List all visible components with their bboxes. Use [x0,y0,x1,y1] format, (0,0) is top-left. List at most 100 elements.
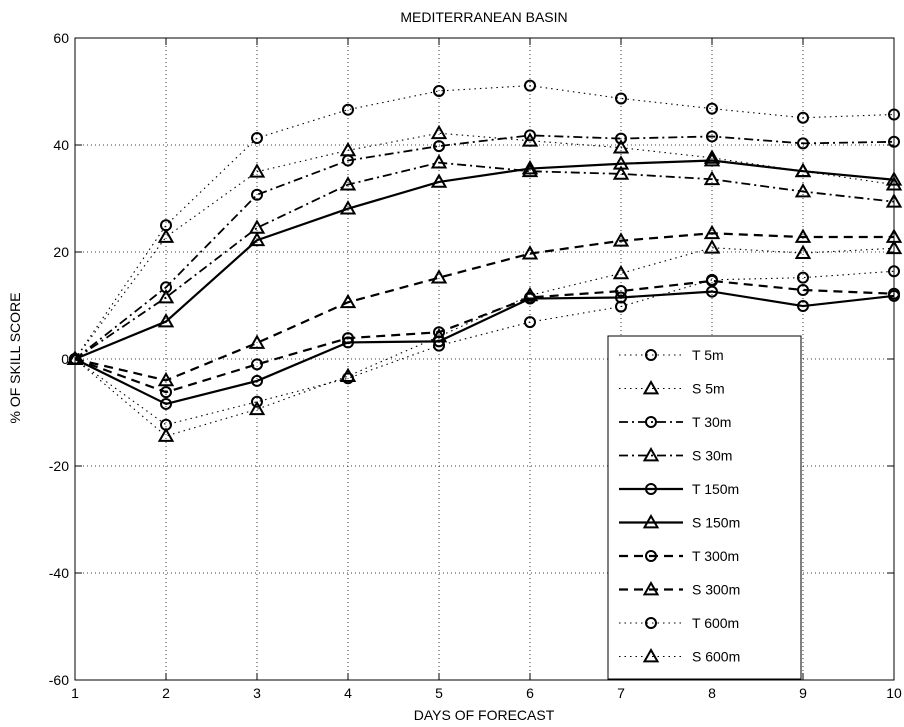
data-point [251,358,263,371]
x-tick-label: 7 [617,685,625,701]
x-axis-label: DAYS OF FORECAST [414,707,555,723]
legend-marker [642,647,660,663]
legend-entry: T 600m [619,615,739,631]
data-point [706,102,718,115]
data-point [524,129,536,142]
legend-marker [645,550,657,562]
legend-entry: S 600m [619,647,740,665]
data-point [339,200,357,215]
data-point [251,188,263,201]
x-tick-label: 9 [799,685,807,701]
data-point [703,224,721,240]
data-point [612,139,630,154]
data-point [524,79,536,92]
data-point [794,244,812,259]
chart-title: MEDITERRANEAN BASIN [400,9,567,25]
data-point [612,155,630,170]
data-point [430,269,448,284]
data-point [703,151,721,167]
data-point [430,173,448,188]
data-point [160,397,172,410]
data-point [797,137,809,150]
y-tick-label: -20 [49,458,69,474]
legend-label: S 150m [692,515,740,531]
data-point [430,124,448,140]
y-tick-label: 20 [53,244,69,260]
data-point [615,300,627,313]
x-tick-label: 3 [253,685,261,701]
data-point [251,395,263,408]
data-point [251,132,263,145]
legend-entry: S 5m [619,379,725,397]
series-line [74,132,895,360]
data-point [433,326,445,339]
series-line [74,279,895,394]
data-point [794,162,812,178]
data-point [157,288,175,304]
data-point [521,162,539,178]
data-point [433,140,445,153]
data-point [703,170,721,186]
legend-entry: S 30m [619,446,732,464]
data-point [794,228,812,243]
series-line [74,247,895,437]
data-point [339,293,357,309]
legend-label: S 5m [692,381,725,397]
x-tick-label: 8 [708,685,716,701]
legend-label: T 150m [692,481,739,497]
data-point [248,231,266,247]
legend-entry: T 30m [619,414,731,430]
legend-marker [645,416,657,428]
data-point [157,371,175,387]
data-point [615,92,627,105]
data-point [524,316,536,329]
y-tick-label: 0 [61,351,69,367]
data-point [612,232,630,247]
legend-marker [642,379,660,395]
data-point [157,228,175,243]
legend-entry: T 300m [619,548,739,564]
data-point [248,334,266,349]
legend-label: S 300m [692,582,740,598]
data-point [521,245,539,260]
data-point [612,264,630,280]
data-point [794,183,812,198]
legend-label: T 300m [692,548,739,564]
y-tick-label: -40 [49,565,69,581]
x-tick-label: 6 [526,685,534,701]
legend-entry: S 150m [619,513,740,531]
data-point [521,286,539,302]
data-point [251,374,263,387]
data-point [706,130,718,143]
legend-label: S 30m [692,448,732,464]
data-point [797,111,809,124]
series-s-600m [66,239,903,442]
series-line [74,159,895,361]
data-point [615,285,627,298]
data-point [521,160,539,175]
series-s-30m [66,154,903,365]
data-point [706,273,718,286]
series-line [74,290,895,406]
y-tick-label: 40 [53,137,69,153]
y-axis-label: % OF SKILL SCORE [7,293,23,424]
legend-entry: T 5m [619,347,724,363]
data-point [430,154,448,169]
legend-marker [642,513,660,529]
data-point [157,427,175,442]
data-point [797,300,809,313]
data-point [339,367,357,382]
x-tick-label: 4 [344,685,352,701]
legend-label: S 600m [692,649,740,665]
series-line [74,134,895,360]
x-tick-label: 2 [162,685,170,701]
legend-marker [642,580,660,596]
x-tick-label: 5 [435,685,443,701]
data-point [433,84,445,97]
data-point [430,328,448,343]
y-tick-label: -60 [49,672,69,688]
y-tick-label: 60 [53,30,69,46]
x-tick-label: 1 [71,685,79,701]
legend-label: T 600m [692,615,739,631]
series-line [74,161,895,360]
